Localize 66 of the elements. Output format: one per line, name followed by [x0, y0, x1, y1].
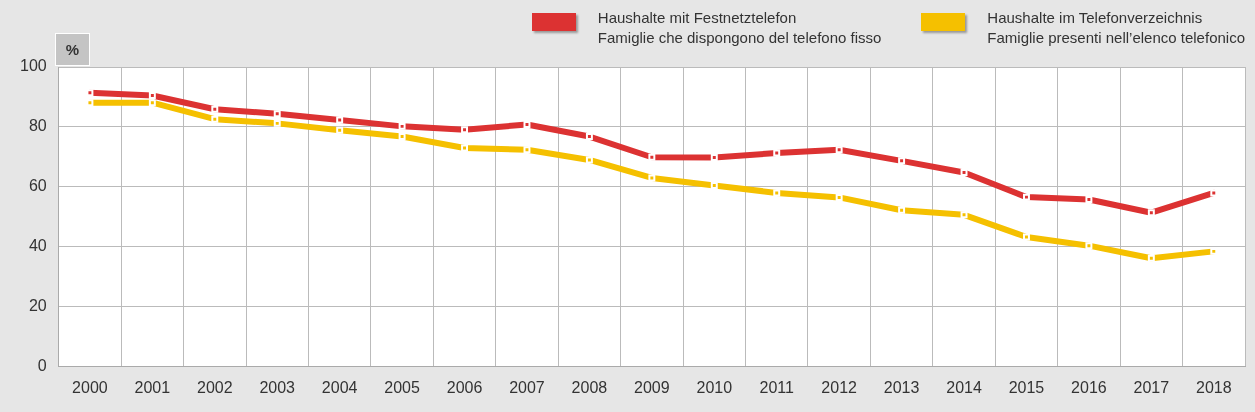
x-tick-label: 2017 [1133, 378, 1170, 396]
point [398, 133, 406, 141]
point [211, 115, 219, 123]
point [1085, 242, 1093, 250]
y-tick-label: 20 [28, 297, 47, 315]
y-axis-title: % [55, 33, 90, 66]
point [336, 116, 344, 124]
point [648, 174, 656, 182]
point [1210, 189, 1218, 197]
x-tick-label: 2004 [321, 378, 358, 396]
x-tick-label: 2018 [1195, 378, 1232, 396]
point [273, 110, 281, 118]
y-tick-label: 0 [37, 357, 47, 375]
point [86, 89, 94, 97]
point [773, 149, 781, 157]
point [336, 126, 344, 134]
x-tick-label: 2007 [509, 378, 545, 396]
point [960, 169, 968, 176]
x-tick-label: 2006 [446, 378, 483, 396]
x-tick-label: 2002 [196, 378, 233, 396]
x-tick-label: 2012 [821, 378, 858, 396]
y-tick-label: 60 [28, 177, 47, 195]
point [1147, 254, 1155, 262]
point [710, 154, 718, 162]
point [461, 144, 469, 152]
point [1023, 233, 1030, 241]
y-tick-label: 80 [28, 117, 47, 135]
point [1085, 196, 1093, 203]
legend-label: Haushalte im Telefonverzeichnis Famiglie presenti nell’elenco telefonico [987, 8, 1245, 48]
point [398, 122, 406, 130]
x-tick-label: 2005 [384, 378, 420, 396]
x-tick-label: 2014 [946, 378, 982, 396]
point [898, 206, 906, 214]
point [585, 156, 593, 164]
point [148, 99, 156, 107]
x-tick-label: 2008 [571, 378, 608, 396]
point [523, 146, 531, 154]
point [585, 133, 593, 141]
x-tick-label: 2016 [1071, 378, 1107, 396]
y-tick-label: 40 [28, 237, 47, 255]
x-tick-label: 2009 [634, 378, 670, 396]
x-tick-label: 2013 [883, 378, 920, 396]
point [960, 211, 968, 219]
point [1210, 247, 1218, 255]
point [1147, 209, 1155, 217]
x-tick-label: 2003 [259, 378, 296, 396]
x-tick-label: 2001 [134, 378, 171, 396]
point [211, 105, 219, 113]
x-tick-label: 2000 [72, 378, 108, 396]
point [1023, 193, 1030, 201]
point [898, 157, 906, 165]
point [461, 126, 469, 134]
point [523, 121, 531, 129]
point [648, 153, 656, 161]
point [835, 193, 843, 201]
point [773, 189, 781, 197]
y-tick-label: 100 [19, 57, 47, 75]
point [86, 99, 94, 107]
x-tick-label: 2011 [759, 378, 795, 396]
point [148, 92, 156, 99]
legend-label: Haushalte mit Festnetztelefon Famiglie che dispongono del telefono fisso [597, 8, 882, 48]
x-tick-label: 2010 [696, 378, 733, 396]
point [710, 181, 718, 189]
x-tick-label: 2015 [1008, 378, 1045, 396]
point [835, 146, 843, 154]
point [273, 119, 281, 127]
